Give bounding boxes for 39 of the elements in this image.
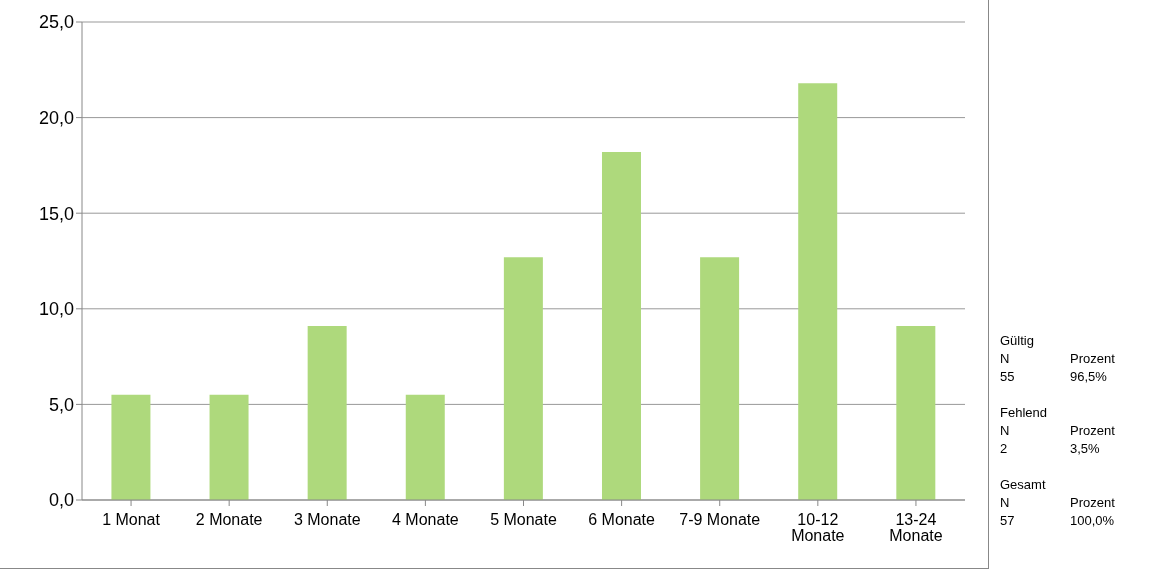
bar xyxy=(503,257,543,500)
y-tick-label: 5,0 xyxy=(48,394,74,415)
x-tick-label: 10-12 Monate xyxy=(791,511,845,545)
x-tick-label: 6 Monate xyxy=(588,511,656,529)
text: Gültig xyxy=(1000,332,1035,350)
bar xyxy=(307,326,347,500)
y-tick-label: 15,0 xyxy=(38,203,74,224)
x-tick-label: 3 Monate xyxy=(293,511,361,529)
bar xyxy=(209,394,249,500)
bar xyxy=(111,394,151,500)
text: 2 xyxy=(1000,440,1009,458)
bar xyxy=(798,83,838,500)
text: Gesamt xyxy=(1000,476,1047,494)
x-tick-label: 4 Monate xyxy=(392,511,459,529)
y-tick-label: 10,0 xyxy=(38,299,74,320)
bar xyxy=(601,152,641,500)
x-tick-label: 2 Monate xyxy=(195,511,263,529)
text: N xyxy=(1000,494,1011,512)
text: Prozent xyxy=(1070,422,1116,440)
text: Prozent xyxy=(1070,350,1116,368)
x-tick-label: 13-24 Monate xyxy=(889,511,943,545)
x-tick-label: 7-9 Monate xyxy=(679,511,761,529)
bar xyxy=(896,326,936,500)
text: Fehlend xyxy=(1000,404,1048,422)
y-tick-label: 20,0 xyxy=(38,107,74,128)
y-tick-label: 25,0 xyxy=(38,12,74,33)
text: 100,0% xyxy=(1070,512,1116,530)
text: N xyxy=(1000,350,1011,368)
bar xyxy=(700,257,740,500)
x-tick-label: 1 Monat xyxy=(102,511,161,529)
text: N xyxy=(1000,422,1011,440)
x-tick-label: 5 Monate xyxy=(490,511,557,529)
text: 55 xyxy=(1000,368,1016,386)
bar xyxy=(405,394,445,500)
text: 3,5% xyxy=(1070,440,1101,458)
y-tick-label: 0,0 xyxy=(48,490,74,511)
text: Prozent xyxy=(1070,494,1116,512)
text: 57 xyxy=(1000,512,1016,530)
text: 96,5% xyxy=(1070,368,1108,386)
